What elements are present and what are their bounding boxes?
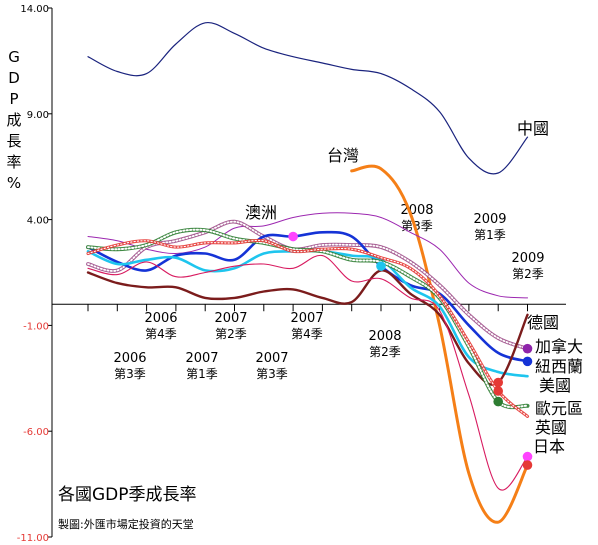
- x-tick-quarter-label: 第3季: [256, 367, 288, 381]
- series-label-6: 美國: [539, 376, 571, 395]
- series-line-9: [87, 254, 529, 491]
- series-label-2: 澳洲: [245, 203, 277, 222]
- data-marker-8: [522, 460, 533, 470]
- series-label-7: 歐元區: [535, 399, 583, 418]
- y-tick-label: -11.00: [17, 533, 49, 544]
- x-tick-quarter-label: 第2季: [512, 267, 544, 281]
- data-marker-7: [522, 451, 533, 462]
- data-marker-6: [493, 377, 504, 388]
- x-tick-year-label: 2008: [368, 329, 401, 344]
- x-tick-year-label: 2006: [144, 311, 177, 326]
- x-tick-year-label: 2007: [255, 351, 288, 366]
- series-label-4: 加拿大: [535, 337, 583, 356]
- series-label-8: 英國: [535, 418, 567, 437]
- x-tick-year-label: 2007: [290, 311, 323, 326]
- x-tick-year-label: 2009: [511, 251, 544, 266]
- series-label-5: 紐西蘭: [535, 357, 583, 376]
- data-marker-0: [288, 231, 298, 242]
- series-line-4: [86, 230, 529, 363]
- data-marker-4: [522, 356, 533, 367]
- x-tick-quarter-label: 第3季: [114, 367, 146, 381]
- x-tick-quarter-label: 第4季: [291, 327, 323, 341]
- series-label-9: 日本: [533, 437, 565, 456]
- series-line-2: [87, 212, 528, 299]
- series-line-8-dots: [87, 239, 529, 417]
- series-label-0: 中國: [517, 119, 549, 138]
- chart-credit: 製圖:外匯市場定投資的天堂: [58, 517, 194, 531]
- y-tick-label: 14.00: [20, 4, 49, 15]
- y-tick-label: -1.00: [23, 321, 49, 332]
- x-tick-quarter-label: 第3季: [401, 219, 433, 233]
- x-tick-year-label: 2007: [214, 311, 247, 326]
- data-marker-1: [376, 261, 386, 271]
- x-tick-quarter-label: 第1季: [186, 367, 218, 381]
- x-tick-quarter-label: 第1季: [474, 228, 506, 242]
- x-tick-quarter-label: 第2季: [215, 327, 247, 341]
- series-line-6: [86, 269, 529, 386]
- x-tick-year-label: 2009: [473, 212, 506, 227]
- series-line-1: [350, 164, 529, 524]
- x-tick-quarter-label: 第2季: [369, 345, 401, 359]
- y-tick-label: 4.00: [27, 216, 49, 227]
- y-axis-label: G D P 成長率%: [6, 48, 21, 192]
- chart-title: 各國GDP季成長率: [58, 485, 197, 505]
- series-label-3: 德國: [527, 313, 559, 332]
- series-label-1: 台灣: [327, 146, 359, 165]
- x-tick-year-label: 2006: [113, 351, 146, 366]
- data-marker-2: [493, 386, 504, 396]
- x-tick-year-label: 2007: [185, 351, 218, 366]
- y-tick-label: 9.00: [27, 110, 49, 121]
- y-tick-label: -6.00: [23, 427, 49, 438]
- data-marker-3: [522, 343, 533, 354]
- data-marker-5: [493, 396, 504, 407]
- series-line-0: [87, 21, 529, 175]
- x-tick-quarter-label: 第4季: [145, 327, 177, 341]
- x-tick-year-label: 2008: [400, 203, 433, 218]
